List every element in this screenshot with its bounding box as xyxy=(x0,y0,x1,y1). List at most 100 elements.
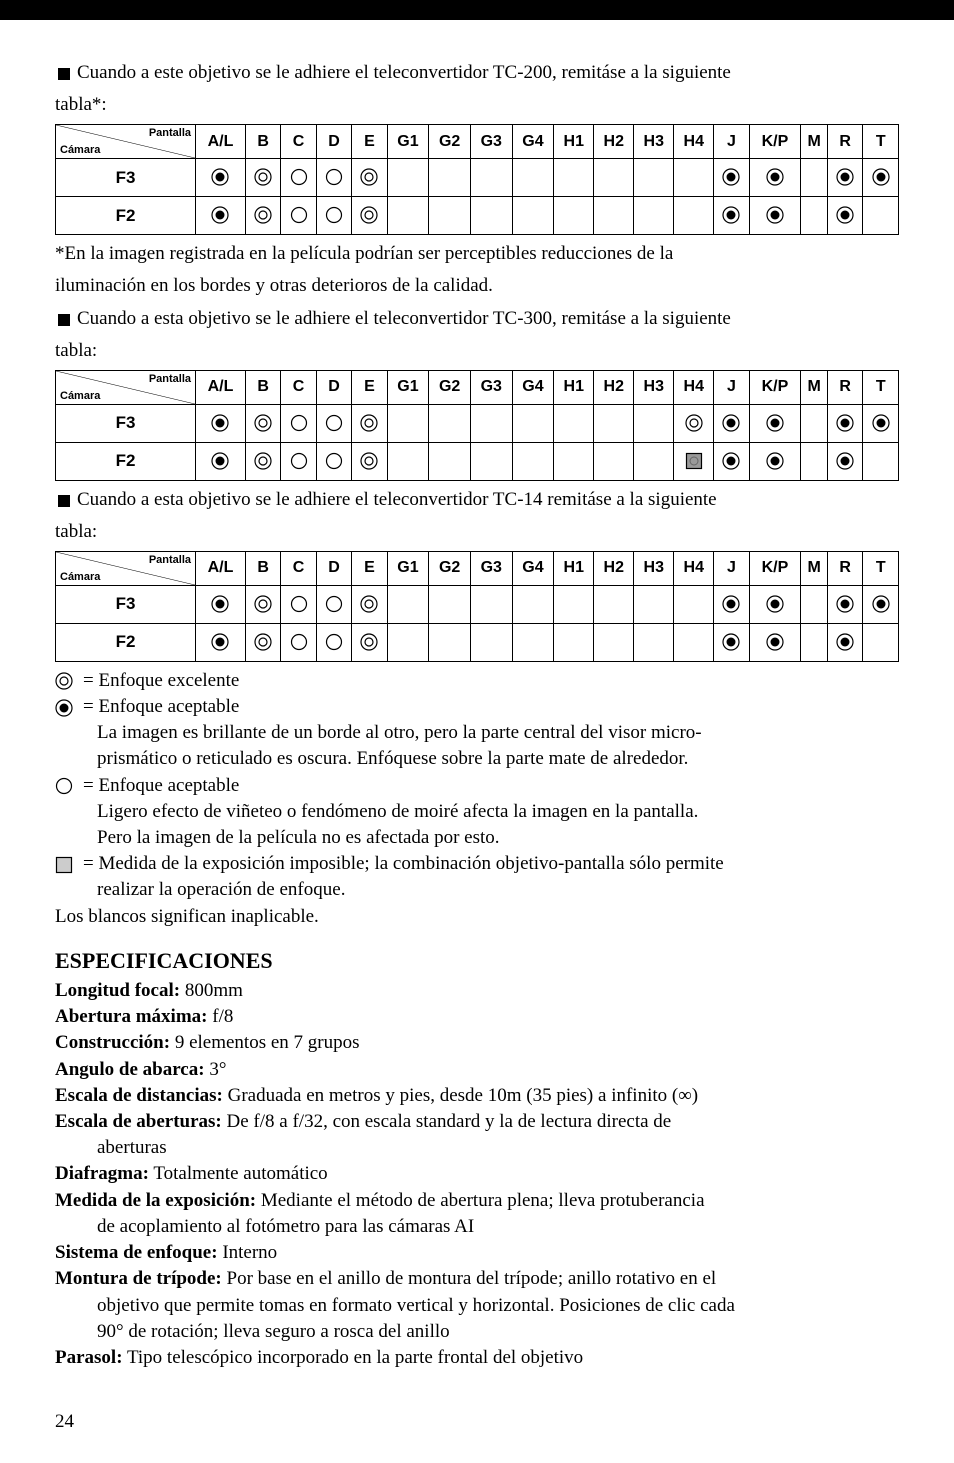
double-circle-icon xyxy=(55,668,83,694)
cell xyxy=(387,197,429,235)
cell xyxy=(674,404,714,442)
col-header: H2 xyxy=(594,370,634,404)
table-corner-header: Pantalla Cámara xyxy=(56,551,196,585)
col-header: H4 xyxy=(674,125,714,159)
legend-acceptable-1-sub-b: prismático o reticulado es oscura. Enfóq… xyxy=(55,746,899,772)
row-label-f2: F2 xyxy=(56,442,196,480)
cell xyxy=(863,623,899,661)
cell xyxy=(245,197,280,235)
legend-acceptable-2-sub-a: Ligero efecto de viñeteo o fendómeno de … xyxy=(55,799,899,825)
col-header: D xyxy=(316,125,351,159)
page-number: 24 xyxy=(55,1411,899,1433)
legend-impossible-b: realizar la operación de enfoque. xyxy=(55,877,899,903)
legend-acceptable-1-sub-a: La imagen es brillante de un borde al ot… xyxy=(55,720,899,746)
cell xyxy=(512,197,554,235)
header-camara: Cámara xyxy=(60,390,100,402)
spec-hood: Parasol: Tipo telescópico incorporado en… xyxy=(55,1345,899,1371)
col-header: G4 xyxy=(512,370,554,404)
page-content: Cuando a este objetivo se le adhiere el … xyxy=(0,20,954,1463)
col-header: A/L xyxy=(196,551,246,585)
cell xyxy=(281,159,316,197)
legend-acceptable-2: = Enfoque aceptable xyxy=(83,773,899,799)
col-header: T xyxy=(863,551,899,585)
cell xyxy=(863,404,899,442)
row-label-f2: F2 xyxy=(56,623,196,661)
specs-heading: ESPECIFICACIONES xyxy=(55,948,899,974)
cell xyxy=(352,404,387,442)
col-header: A/L xyxy=(196,370,246,404)
cell xyxy=(634,623,674,661)
intro-tc300-text-a: Cuando a esta objetivo se le adhiere el … xyxy=(77,308,731,329)
header-camara: Cámara xyxy=(60,144,100,156)
col-header: J xyxy=(714,551,749,585)
cell xyxy=(554,623,594,661)
col-header: K/P xyxy=(749,370,801,404)
cell xyxy=(196,585,246,623)
legend-impossible-a: = Medida de la exposición imposible; la … xyxy=(83,851,899,877)
cell xyxy=(714,159,749,197)
spec-aperture-max: Abertura máxima: f/8 xyxy=(55,1004,899,1030)
filled-circle-icon xyxy=(55,694,83,720)
row-label-f3: F3 xyxy=(56,404,196,442)
col-header: K/P xyxy=(749,125,801,159)
spec-construction: Construcción: 9 elementos en 7 grupos xyxy=(55,1030,899,1056)
table-header-row: Pantalla Cámara A/L B C D E G1 G2 G3 G4 … xyxy=(56,125,899,159)
cell xyxy=(429,197,471,235)
col-header: H4 xyxy=(674,370,714,404)
cell xyxy=(554,585,594,623)
cell xyxy=(470,442,512,480)
cell xyxy=(387,159,429,197)
cell xyxy=(714,623,749,661)
cell xyxy=(827,404,862,442)
cell xyxy=(512,404,554,442)
col-header: G4 xyxy=(512,125,554,159)
cell xyxy=(594,442,634,480)
cell xyxy=(512,585,554,623)
cell xyxy=(863,585,899,623)
cell xyxy=(674,442,714,480)
col-header: G2 xyxy=(429,370,471,404)
cell xyxy=(801,442,828,480)
cell xyxy=(749,159,801,197)
cell xyxy=(714,404,749,442)
col-header: H1 xyxy=(554,125,594,159)
cell xyxy=(429,623,471,661)
cell xyxy=(594,404,634,442)
cell xyxy=(749,404,801,442)
intro-tc14: Cuando a esta objetivo se le adhiere el … xyxy=(55,487,899,513)
cell xyxy=(512,623,554,661)
cell xyxy=(801,585,828,623)
cell xyxy=(196,442,246,480)
cell xyxy=(316,197,351,235)
col-header: G2 xyxy=(429,551,471,585)
intro-tc200-text-a: Cuando a este objetivo se le adhiere el … xyxy=(77,62,731,83)
col-header: G3 xyxy=(470,551,512,585)
col-header: R xyxy=(827,370,862,404)
col-header: E xyxy=(352,370,387,404)
cell xyxy=(196,623,246,661)
table-tc200: Pantalla Cámara A/L B C D E G1 G2 G3 G4 … xyxy=(55,124,899,235)
cell xyxy=(196,159,246,197)
col-header: C xyxy=(281,370,316,404)
cell xyxy=(512,442,554,480)
cell xyxy=(801,197,828,235)
row-label-f3: F3 xyxy=(56,159,196,197)
cell xyxy=(674,197,714,235)
cell xyxy=(470,159,512,197)
table-tc300: Pantalla Cámara A/L B C D E G1 G2 G3 G4 … xyxy=(55,370,899,481)
cell xyxy=(281,404,316,442)
intro-tc200-text-b: tabla*: xyxy=(55,94,107,115)
spec-distance-scale: Escala de distancias: Graduada en metros… xyxy=(55,1083,899,1109)
col-header: T xyxy=(863,370,899,404)
cell xyxy=(863,159,899,197)
spec-aperture-scale-cont: aberturas xyxy=(55,1135,899,1161)
cell xyxy=(827,442,862,480)
col-header: H2 xyxy=(594,125,634,159)
cell xyxy=(470,585,512,623)
col-header: J xyxy=(714,125,749,159)
cell xyxy=(674,159,714,197)
cell xyxy=(429,442,471,480)
col-header: B xyxy=(245,370,280,404)
cell xyxy=(749,623,801,661)
cell xyxy=(245,404,280,442)
